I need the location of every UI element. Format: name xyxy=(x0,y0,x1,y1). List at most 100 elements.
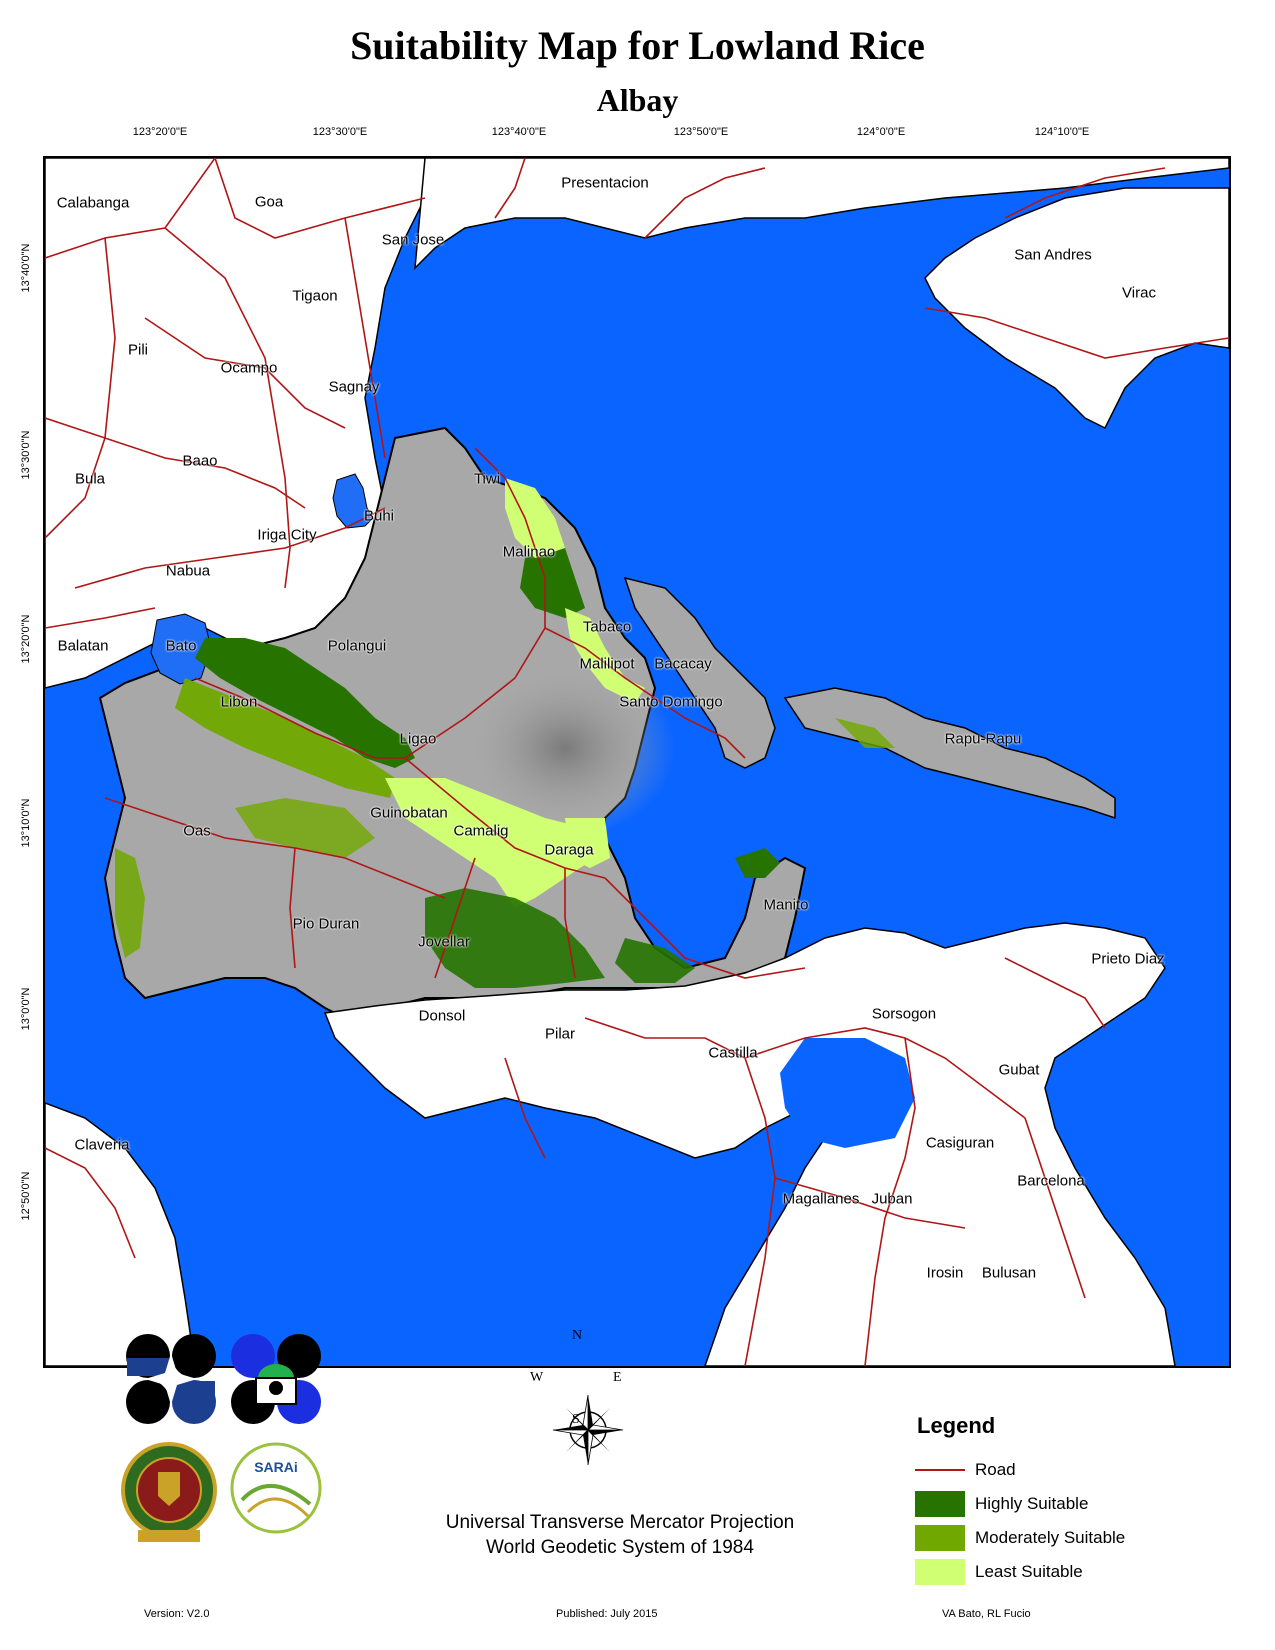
place-label: Jovellar xyxy=(418,933,470,951)
latitude-label-left: 13°0'0"N xyxy=(20,987,32,1031)
legend-label: Road xyxy=(975,1460,1016,1479)
place-label: Tabaco xyxy=(582,618,632,636)
place-label: Malinao xyxy=(502,543,556,561)
place-label: Bulusan xyxy=(981,1264,1037,1282)
latitude-label-left: 13°10'0"N xyxy=(20,798,32,848)
zone-least-suitable xyxy=(505,478,565,558)
road-network xyxy=(45,158,1229,1366)
latitude-label-left: 13°30'0"N xyxy=(20,430,32,480)
legend: Legend Road Highly Suitable Moderately S… xyxy=(915,1413,1175,1589)
latitude-label-left: 12°50'0"N xyxy=(20,1171,32,1221)
place-label: Pilar xyxy=(544,1025,576,1043)
compass-south-label: S xyxy=(572,1412,580,1427)
projection-line: Universal Transverse Mercator Projection xyxy=(445,1512,795,1533)
place-label: Goa xyxy=(254,193,284,211)
compass-north-label: N xyxy=(572,1328,583,1343)
place-label: Buhi xyxy=(363,507,395,525)
place-label: Libon xyxy=(220,693,258,711)
place-label: Magallanes xyxy=(782,1190,860,1208)
place-label: Calabanga xyxy=(56,194,130,212)
place-label: Baao xyxy=(182,452,218,470)
place-label: Bacacay xyxy=(654,655,712,673)
mayon-volcano xyxy=(455,658,675,838)
place-label: Castilla xyxy=(708,1044,758,1062)
projection-datum-line: World Geodetic System of 1984 xyxy=(486,1537,754,1558)
land-claveria xyxy=(45,1102,196,1366)
latitude-label-left: 13°20'0"N xyxy=(20,614,32,664)
place-label: Daraga xyxy=(544,841,594,859)
sarai-logo-icon: SARAi xyxy=(230,1442,322,1534)
compass-rose-icon xyxy=(552,1394,624,1466)
place-label: Gubat xyxy=(998,1061,1040,1079)
legend-title: Legend xyxy=(917,1413,996,1438)
place-label: San Andres xyxy=(1014,246,1092,264)
longitude-label-top: 123°50'0"E xyxy=(673,126,729,138)
longitude-label-top: 124°0'0"E xyxy=(856,126,906,138)
place-label: Balatan xyxy=(57,637,109,655)
place-label: Irosin xyxy=(926,1264,964,1282)
dost-logo-icon xyxy=(126,1334,216,1424)
place-label: Polangui xyxy=(327,637,387,655)
road-line-swatch xyxy=(915,1469,965,1471)
place-label: Bato xyxy=(165,637,197,655)
zone-least-suitable xyxy=(565,818,610,868)
place-label: Santo Domingo xyxy=(619,693,723,711)
version-text: Version: V2.0 xyxy=(144,1608,210,1620)
place-label: Bula xyxy=(74,470,106,488)
place-label: Tigaon xyxy=(292,287,338,305)
compass-west-label: W xyxy=(530,1370,544,1385)
zone-least-suitable xyxy=(385,778,595,908)
zone-highly-suitable xyxy=(615,938,695,983)
legend-label: Least Suitable xyxy=(975,1562,1083,1581)
place-label: Donsol xyxy=(418,1007,466,1025)
highly-suitable-swatch xyxy=(915,1491,965,1517)
place-label: Claveria xyxy=(74,1136,130,1154)
land-bacacay xyxy=(623,576,776,769)
map-frame[interactable]: Calabanga Goa Presentacion San Jose San … xyxy=(43,156,1231,1368)
uplb-seal-icon xyxy=(121,1442,217,1542)
legend-row-moderately: Moderately Suitable xyxy=(915,1521,1175,1555)
authors-text: VA Bato, RL Fucio xyxy=(942,1608,1031,1620)
place-label: Iriga City xyxy=(257,526,317,544)
longitude-label-top: 123°20'0"E xyxy=(132,126,188,138)
longitude-label-top: 123°30'0"E xyxy=(312,126,368,138)
zone-moderately-suitable xyxy=(115,848,145,958)
zone-highly-suitable xyxy=(195,638,415,768)
least-suitable-swatch xyxy=(915,1559,965,1585)
sarai-logo-text: SARAi xyxy=(254,1459,298,1475)
land-north-coast xyxy=(414,158,1229,270)
longitude-label-top: 124°10'0"E xyxy=(1034,126,1090,138)
place-label: Juban xyxy=(871,1190,913,1208)
zone-least-suitable xyxy=(565,608,645,703)
zone-moderately-suitable xyxy=(835,718,895,748)
legend-label: Moderately Suitable xyxy=(975,1528,1126,1547)
place-label: Sagnay xyxy=(328,378,380,396)
published-text: Published: July 2015 xyxy=(556,1608,658,1620)
legend-row-least: Least Suitable xyxy=(915,1555,1175,1589)
zone-highly-suitable xyxy=(735,848,780,878)
legend-row-highly: Highly Suitable xyxy=(915,1487,1175,1521)
latitude-label-left: 13°40'0"N xyxy=(20,243,32,293)
map-canvas[interactable] xyxy=(45,158,1229,1366)
lake-bato xyxy=(150,613,212,685)
pcaarrd-logo-icon xyxy=(231,1334,321,1424)
place-label: Presentacion xyxy=(561,174,649,192)
place-label: Tiwi xyxy=(473,470,501,488)
place-label: Ligao xyxy=(399,730,437,748)
legend-row-road: Road xyxy=(915,1453,1175,1487)
place-label: Guinobatan xyxy=(370,804,448,822)
place-label: Rapu-Rapu xyxy=(944,730,1022,748)
place-label: Malilipot xyxy=(579,655,635,673)
place-label: Prieto Diaz xyxy=(1091,950,1165,968)
place-label: Nabua xyxy=(165,562,211,580)
place-label: San Jose xyxy=(381,231,445,249)
place-label: Manito xyxy=(763,896,809,914)
place-label: Pio Duran xyxy=(292,915,360,933)
longitude-label-top: 123°40'0"E xyxy=(491,126,547,138)
map-subtitle: Albay xyxy=(596,82,679,118)
place-label: Ocampo xyxy=(220,359,278,377)
legend-label: Highly Suitable xyxy=(975,1494,1089,1513)
zone-highly-suitable xyxy=(520,548,585,618)
place-label: Pili xyxy=(127,341,149,359)
place-label: Casiguran xyxy=(925,1134,995,1152)
